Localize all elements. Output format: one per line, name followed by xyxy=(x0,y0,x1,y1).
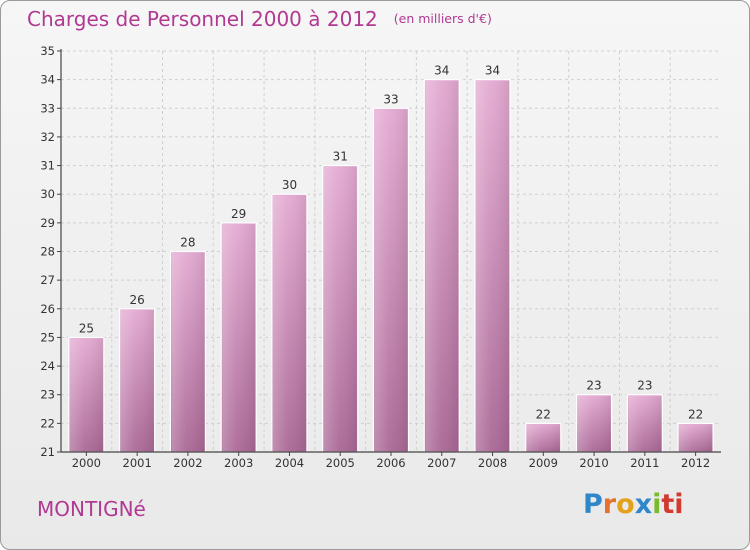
x-tick-label: 2000 xyxy=(72,456,101,470)
bar-shine xyxy=(69,338,103,452)
x-tick-label: 2007 xyxy=(427,456,456,470)
axes xyxy=(57,49,721,456)
data-label: 34 xyxy=(434,64,449,78)
bar-shine xyxy=(222,223,256,452)
proxiti-logo[interactable]: Proxiti xyxy=(583,489,684,520)
logo-letter: i xyxy=(652,489,662,520)
x-tick-label: 2002 xyxy=(173,456,202,470)
bar-shine xyxy=(120,309,154,452)
logo-letter: r xyxy=(602,489,617,520)
y-tick-label: 31 xyxy=(40,159,55,173)
data-label: 22 xyxy=(688,407,703,421)
chart-title: Charges de Personnel 2000 à 2012 (en mill… xyxy=(27,7,492,31)
x-tick-label: 2009 xyxy=(529,456,558,470)
y-tick-label: 27 xyxy=(40,273,55,287)
y-tick-label: 34 xyxy=(40,73,55,87)
bar-shine xyxy=(272,195,306,452)
bar-shine xyxy=(171,252,205,452)
data-label: 26 xyxy=(130,293,145,307)
data-label: 34 xyxy=(485,64,500,78)
data-label: 29 xyxy=(231,207,246,221)
y-tick-label: 21 xyxy=(40,445,55,459)
data-label: 33 xyxy=(383,92,398,106)
data-label: 28 xyxy=(180,236,195,250)
x-tick-label: 2003 xyxy=(224,456,253,470)
y-tick-label: 35 xyxy=(40,44,55,58)
x-tick-label: 2005 xyxy=(326,456,355,470)
x-tick-label: 2012 xyxy=(681,456,710,470)
x-tick-label: 2008 xyxy=(478,456,507,470)
y-tick-label: 30 xyxy=(40,187,55,201)
x-tick-label: 2006 xyxy=(376,456,405,470)
data-label: 25 xyxy=(79,321,94,335)
y-tick-label: 29 xyxy=(40,216,55,230)
bar-shine xyxy=(476,80,510,453)
x-tick-label: 2004 xyxy=(275,456,304,470)
x-tick-label: 2001 xyxy=(123,456,152,470)
data-label: 30 xyxy=(282,178,297,192)
data-label: 23 xyxy=(586,379,601,393)
bar-shine xyxy=(526,424,560,452)
logo-letter: P xyxy=(583,489,603,520)
y-tick-label: 23 xyxy=(40,388,55,402)
labels: 21 22 23 24 25 26 27 28 29 30 31 32 33 34 35 25 2000 26 20… xyxy=(40,44,710,470)
logo-letter: o xyxy=(616,489,635,520)
y-tick-label: 26 xyxy=(40,302,55,316)
bar-shine xyxy=(577,395,611,452)
chart-title-text: Charges de Personnel 2000 à 2012 xyxy=(27,7,378,31)
bar-shine xyxy=(425,80,459,453)
chart-unit: (en milliers d'€) xyxy=(393,11,492,26)
y-tick-label: 25 xyxy=(40,330,55,344)
data-label: 23 xyxy=(637,379,652,393)
logo-letter: ti xyxy=(661,489,684,520)
data-label: 31 xyxy=(333,150,348,164)
y-tick-label: 24 xyxy=(40,359,55,373)
bar-shine xyxy=(628,395,662,452)
data-label: 22 xyxy=(536,407,551,421)
bars xyxy=(68,79,714,453)
municipality-name: MONTIGNé xyxy=(37,497,146,521)
y-tick-label: 32 xyxy=(40,130,55,144)
y-tick-label: 28 xyxy=(40,245,55,259)
logo-letter: x xyxy=(634,489,653,520)
x-tick-label: 2010 xyxy=(579,456,608,470)
x-tick-label: 2011 xyxy=(630,456,659,470)
bar-shine xyxy=(679,424,713,452)
bar-shine xyxy=(374,109,408,453)
y-tick-label: 33 xyxy=(40,101,55,115)
y-tick-label: 22 xyxy=(40,416,55,430)
bar-shine xyxy=(323,166,357,453)
